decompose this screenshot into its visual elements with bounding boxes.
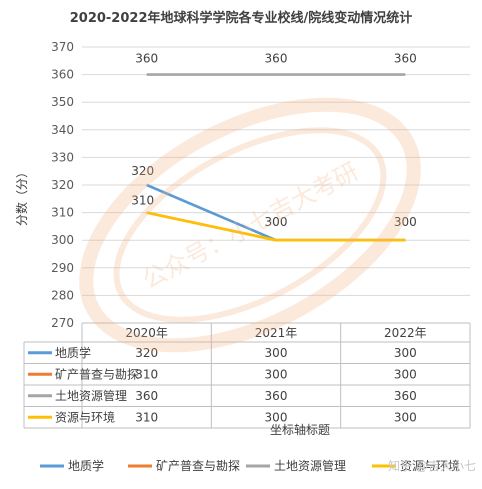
watermark: 公众号：小七吉大考研 [79,97,421,353]
watermark-text: 公众号：小七吉大考研 [138,157,363,294]
table-cell: 300 [265,410,288,424]
legend: 地质学 矿产普查与勘探 土地资源管理 资源与环境 [40,458,460,473]
table-cell: 300 [265,346,288,360]
y-tick-label: 350 [51,95,74,109]
table-cell: 300 [394,367,417,381]
y-tick-label: 320 [51,178,74,192]
table-cell: 310 [135,410,158,424]
series-line [146,211,406,242]
y-tick-label: 270 [51,316,74,330]
watermark-corner-text: 知乎 @吉大小七 [388,459,476,473]
data-label: 300 [394,215,417,229]
table-cell: 320 [135,346,158,360]
data-label: 310 [131,194,154,208]
table-cell: 300 [394,410,417,424]
legend-entry: 矿产普查与勘探 [156,459,240,473]
table-cell: 300 [265,367,288,381]
table-row-name: 资源与环境 [55,409,115,424]
data-labels: 320 360 360 360 310 300 300 [131,52,417,230]
table-cell: 310 [135,367,158,381]
data-label: 360 [135,52,158,66]
y-tick-label: 280 [51,288,74,302]
y-tick-label: 340 [51,123,74,137]
y-axis-ticks: 270 280 290 300 310 320 330 340 350 360 370 [51,40,74,330]
table-cell: 360 [135,389,158,403]
chart-title: 2020-2022年地球科学学院各专业校线/院线变动情况统计 [70,10,413,26]
legend-entry: 地质学 [68,458,104,473]
table-row-name: 矿产普查与勘探 [55,367,139,381]
series-lines [146,73,406,242]
watermark-inner-ring [113,127,387,323]
legend-entry: 土地资源管理 [274,458,346,473]
y-axis-label: 分数（分） [14,166,29,226]
gridlines [82,46,470,324]
table-cell: 300 [394,346,417,360]
watermark-outer-ring [79,97,421,353]
y-tick-label: 290 [51,261,74,275]
y-tick-label: 360 [51,68,74,82]
table-header-cell: 2022年 [384,326,427,340]
table-row-name: 地质学 [55,345,91,360]
table-cell: 360 [265,389,288,403]
table-header-cell: 2021年 [255,326,298,340]
table-row-name: 土地资源管理 [55,388,127,403]
table-header-cell: 2020年 [125,326,168,340]
y-tick-label: 370 [51,40,74,54]
y-tick-label: 330 [51,150,74,164]
data-label: 360 [265,52,288,66]
y-tick-label: 300 [51,233,74,247]
data-label: 320 [131,164,154,178]
table-cell: 360 [394,389,417,403]
data-label: 300 [265,215,288,229]
y-tick-label: 310 [51,206,74,220]
x-axis-label: 坐标轴标题 [270,422,330,437]
legend-entry: 资源与环境 [400,458,460,473]
data-label: 360 [394,52,417,66]
